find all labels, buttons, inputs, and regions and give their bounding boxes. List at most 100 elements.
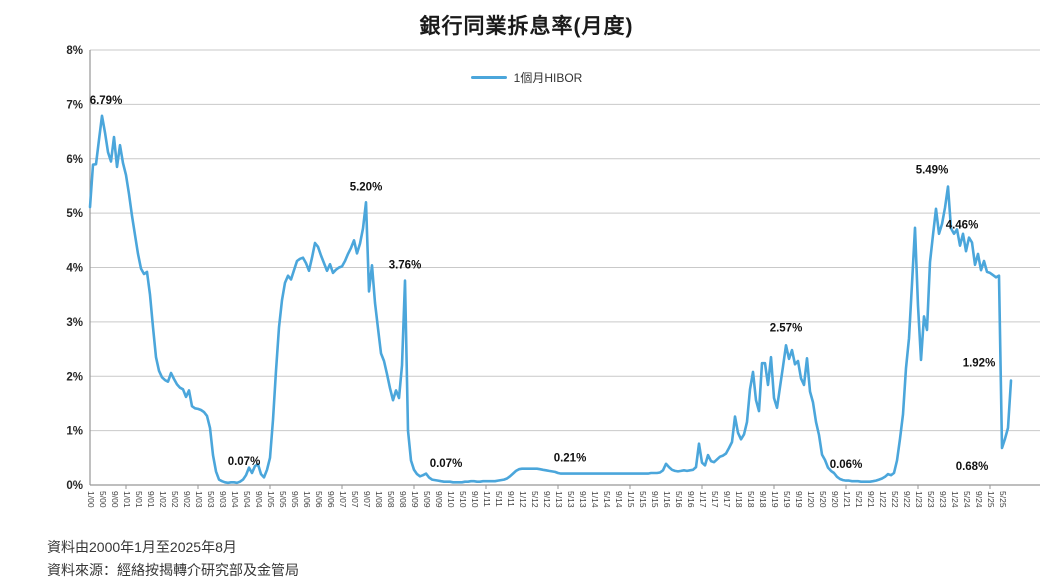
x-tick-label: 9/19 [794,491,804,508]
y-tick-label: 7% [66,99,83,111]
footer-source: 資料來源：經絡按揭轉介研究部及金管局 [47,562,299,578]
y-tick-label: 4% [66,263,83,275]
data-label: 6.79% [90,95,123,107]
x-tick-label: 1/15 [626,491,636,508]
data-label: 4.46% [946,219,979,231]
y-tick-label: 1% [66,426,83,438]
data-label: 0.06% [830,459,863,471]
x-tick-label: 5/08 [386,491,396,508]
series-line [88,114,1013,485]
x-tick-label: 5/24 [962,491,972,508]
y-tick-label: 5% [66,208,83,220]
x-tick-label: 1/02 [158,491,168,508]
x-tick-label: 1/03 [194,491,204,508]
x-tick-label: 5/01 [134,491,144,508]
y-tick-label: 8% [66,45,83,57]
footer: 資料由2000年1月至2025年8月 資料來源：經絡按揭轉介研究部及金管局 [47,536,299,582]
x-tick-label: 1/22 [878,491,888,508]
x-tick-label: 9/10 [470,491,480,508]
x-tick-label: 1/01 [122,491,132,508]
x-tick-label: 1/16 [662,491,672,508]
data-label: 0.07% [430,458,463,470]
x-tick-label: 5/14 [602,491,612,508]
legend-label: 1個月HIBOR [513,71,583,85]
x-tick-label: 5/21 [854,491,864,508]
y-tick-label: 6% [66,154,83,166]
x-tick-label: 9/22 [902,491,912,508]
data-label: 5.20% [350,181,383,193]
data-label: 0.07% [228,456,261,468]
x-tick-label: 9/18 [758,491,768,508]
x-tick-label: 5/04 [242,491,252,508]
y-tick-label: 3% [66,317,83,329]
x-tick-label: 5/13 [566,491,576,508]
x-tick-label: 5/06 [314,491,324,508]
x-tick-label: 9/20 [830,491,840,508]
x-tick-label: 5/19 [782,491,792,508]
x-tick-label: 1/23 [914,491,924,508]
x-tick-label: 1/13 [554,491,564,508]
x-tick-label: 1/05 [266,491,276,508]
x-tick-label: 5/05 [278,491,288,508]
x-tick-label: 5/09 [422,491,432,508]
x-tick-label: 5/12 [530,491,540,508]
x-tick-label: 5/20 [818,491,828,508]
x-tick-label: 9/08 [398,491,408,508]
x-tick-label: 9/23 [938,491,948,508]
x-tick-label: 1/08 [374,491,384,508]
x-tick-label: 9/06 [326,491,336,508]
x-tick-label: 5/22 [890,491,900,508]
x-tick-label: 1/19 [770,491,780,508]
x-tick-label: 5/25 [998,491,1008,508]
x-tick-label: 1/25 [986,491,996,508]
x-tick-label: 1/09 [410,491,420,508]
x-tick-label: 1/14 [590,491,600,508]
x-tick-label: 9/07 [362,491,372,508]
y-tick-label: 2% [66,371,83,383]
x-tick-label: 9/04 [254,491,264,508]
legend: 1個月HIBOR [0,69,1053,86]
x-tick-label: 9/03 [218,491,228,508]
x-tick-label: 1/20 [806,491,816,508]
x-tick-label: 9/00 [110,491,120,508]
y-tick-label: 0% [66,480,83,492]
x-tick-label: 9/02 [182,491,192,508]
chart-title: 銀行同業拆息率(月度) [419,15,634,38]
data-label: 3.76% [389,260,422,272]
x-tick-label: 5/17 [710,491,720,508]
x-tick-label: 9/11 [506,491,516,507]
data-label: 0.21% [554,453,587,465]
x-tick-label: 5/15 [638,491,648,508]
x-tick-label: 1/21 [842,491,852,508]
x-tick-label: 5/02 [170,491,180,508]
x-tick-label: 9/01 [146,491,156,508]
x-tick-label: 9/05 [290,491,300,508]
x-tick-label: 9/16 [686,491,696,508]
x-tick-label: 9/14 [614,491,624,508]
x-tick-label: 1/11 [482,491,492,507]
x-tick-label: 5/18 [746,491,756,508]
x-tick-label: 1/10 [446,491,456,508]
x-tick-label: 9/24 [974,491,984,508]
x-tick-label: 1/12 [518,491,528,508]
data-label: 5.49% [916,164,949,176]
x-tick-label: 5/00 [98,491,108,508]
x-tick-label: 5/23 [926,491,936,508]
x-tick-label: 1/06 [302,491,312,508]
x-tick-label: 1/00 [86,491,96,508]
data-label: 0.68% [956,461,989,473]
x-tick-label: 5/16 [674,491,684,508]
footer-period: 資料由2000年1月至2025年8月 [47,539,237,555]
x-tick-label: 1/17 [698,491,708,508]
x-tick-label: 9/13 [578,491,588,508]
x-tick-label: 9/15 [650,491,660,508]
x-tick-label: 1/04 [230,491,240,508]
data-label: 1.92% [963,358,996,370]
legend-line-swatch [470,76,507,79]
x-tick-label: 9/09 [434,491,444,508]
x-tick-label: 9/12 [542,491,552,508]
x-tick-label: 5/07 [350,491,360,508]
x-tick-label: 1/18 [734,491,744,508]
data-label: 2.57% [770,322,803,334]
